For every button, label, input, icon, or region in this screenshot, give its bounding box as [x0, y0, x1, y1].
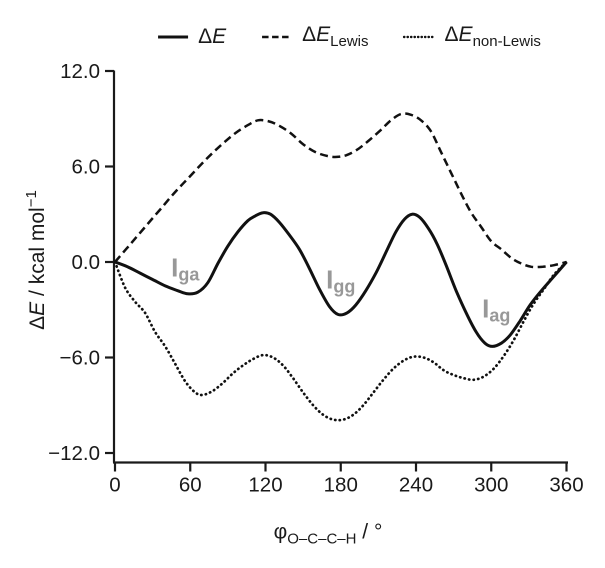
- y-title-exponent: −1: [23, 190, 40, 208]
- y-title-unit: / kcal mol: [26, 207, 49, 302]
- series-solid: [114, 211, 568, 348]
- x-tick-label: 120: [248, 474, 282, 497]
- legend-item-non-Lewis: ΔEnon-Lewis: [402, 23, 541, 51]
- legend-marker-solid: [157, 35, 188, 39]
- conformer-label-gg: Igg: [326, 264, 356, 297]
- legend-label: ΔE: [198, 25, 227, 49]
- legend-item-Lewis: ΔELewis: [260, 23, 369, 51]
- legend-item-dE: ΔE: [156, 26, 226, 47]
- x-title-dihedral: O–C–C–H: [287, 530, 357, 548]
- x-axis: 0 60 120 180 240 300 360: [109, 461, 584, 497]
- conformer-label-ag: Iag: [482, 293, 511, 326]
- y-tick-label: −12.0: [48, 442, 100, 465]
- legend-label: ΔELewis: [302, 23, 369, 51]
- x-tick-label: 60: [179, 474, 202, 497]
- y-axis-title: ΔE / kcal mol−1: [23, 190, 49, 330]
- y-tick-label: −6.0: [60, 347, 100, 370]
- legend-marker-dotted: [402, 35, 436, 38]
- x-axis-title: φO–C–C–H / °: [274, 521, 383, 546]
- x-tick-label: 360: [549, 474, 583, 497]
- y-tick-label: 12.0: [60, 60, 100, 83]
- x-tick-label: 240: [399, 474, 433, 497]
- y-tick-label: 0.0: [72, 251, 101, 274]
- x-title-phi: φ: [273, 520, 288, 544]
- series-dotted: [113, 260, 568, 422]
- chart-legend: ΔE ΔELewis ΔEnon-Lewis: [156, 24, 541, 49]
- x-tick-label: 300: [474, 474, 508, 497]
- legend-marker-dashed: [261, 35, 292, 38]
- conformer-label-ga: Iga: [171, 252, 200, 285]
- y-tick-label: 6.0: [72, 155, 101, 178]
- legend-label: ΔEnon-Lewis: [444, 23, 541, 51]
- x-title-unit: / °: [356, 520, 383, 544]
- x-tick-label: 0: [109, 474, 120, 497]
- x-tick-label: 180: [324, 474, 358, 497]
- y-title-symbol: E: [26, 301, 49, 316]
- y-axis: 12.0 6.0 0.0 −6.0 −12.0: [48, 60, 116, 465]
- series-curves: [113, 112, 568, 422]
- series-dashed: [114, 112, 567, 269]
- y-title-delta: Δ: [26, 315, 49, 330]
